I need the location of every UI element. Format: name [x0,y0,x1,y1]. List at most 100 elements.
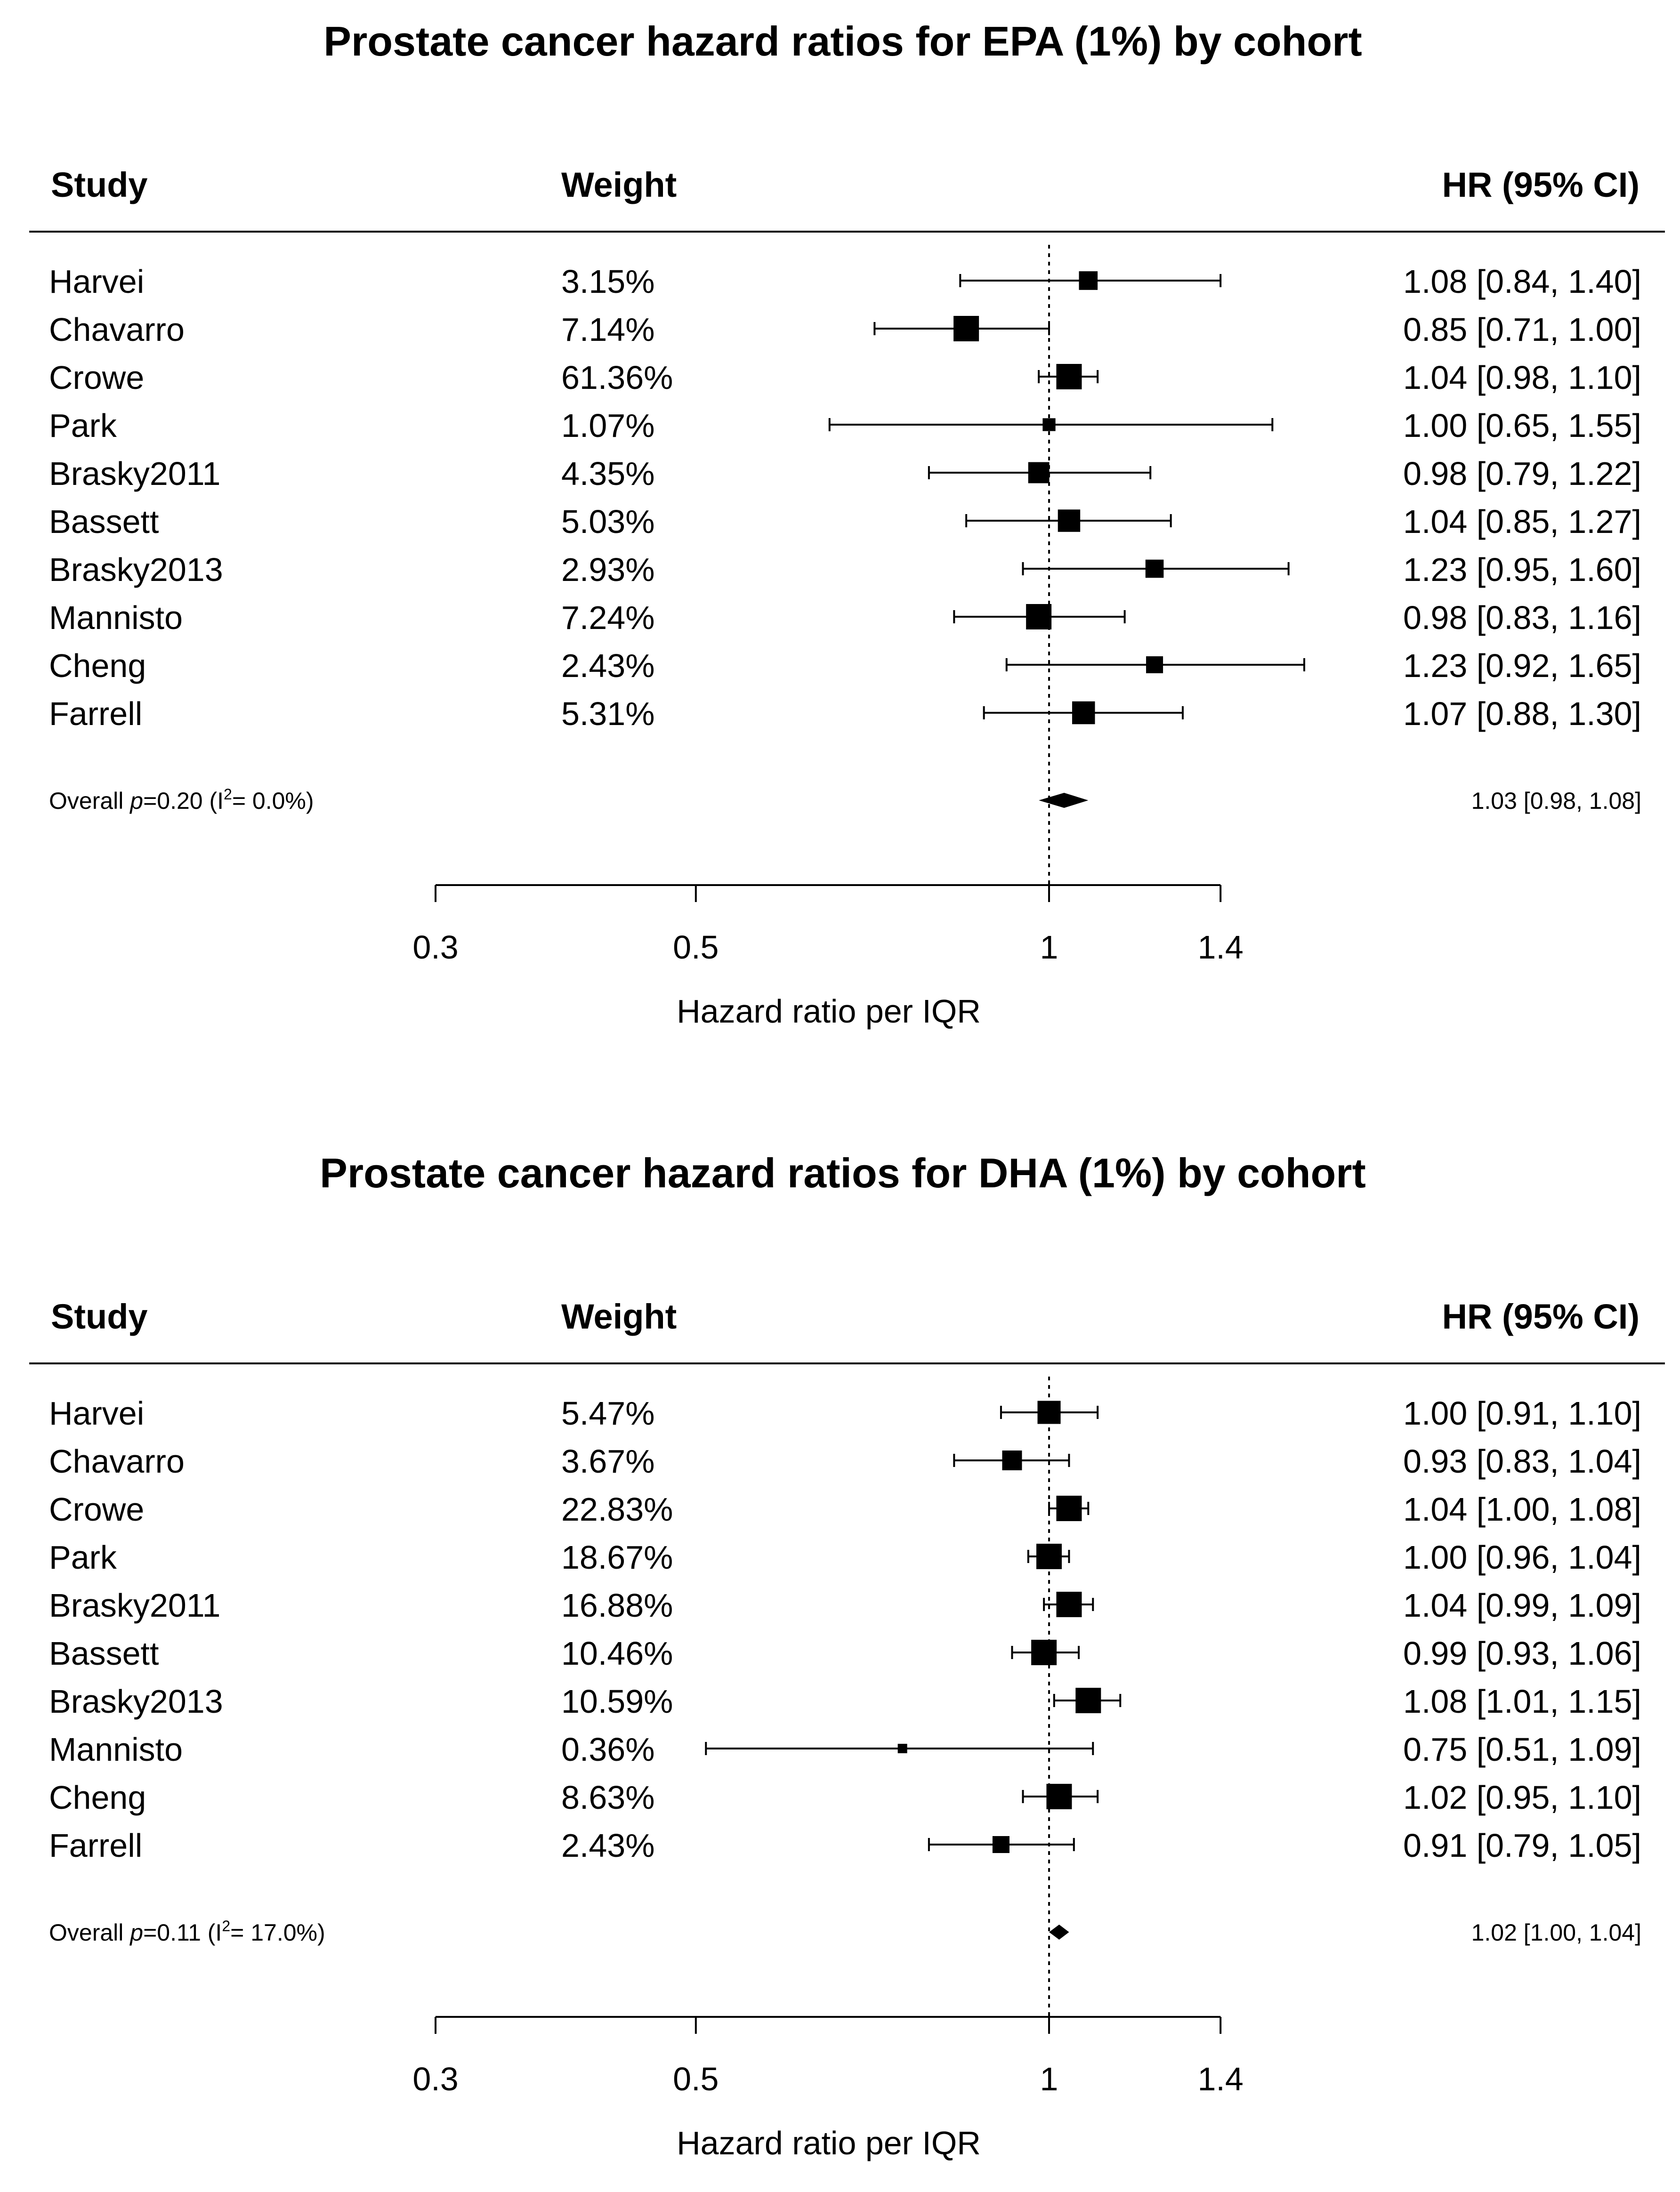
point-estimate-marker [1075,1688,1101,1713]
overall-i2-value: = 17.0% [230,1919,317,1946]
point-estimate-marker [1056,364,1082,389]
overall-row: Overall p=0.11 (I2= 17.0%) 1.02 [1.00, 1.… [49,1918,1641,1946]
study-row: Mannisto 7.24% 0.98 [0.83, 1.16] [49,599,1641,636]
study-weight: 18.67% [561,1539,673,1576]
study-name: Brasky2011 [49,1587,220,1624]
x-tick-label: 1.4 [1197,929,1243,966]
study-weight: 7.14% [561,311,654,348]
point-estimate-marker [1036,1544,1062,1569]
overall-p-value: =0.11 [143,1919,201,1946]
study-name: Park [49,1539,117,1576]
study-name: Brasky2013 [49,551,223,588]
study-name: Bassett [49,503,159,540]
hr-ci-label: 0.91 [0.79, 1.05] [1403,1827,1641,1864]
hr-ci-label: 1.08 [1.01, 1.15] [1403,1683,1641,1720]
overall-stats: Overall p=0.11 (I2= 17.0%) [49,1918,325,1946]
point-estimate-marker [1037,1401,1061,1424]
study-row: Brasky2011 4.35% 0.98 [0.79, 1.22] [49,455,1641,492]
study-weight: 10.46% [561,1635,673,1672]
column-header-study: Study [51,1297,148,1336]
column-header-weight: Weight [561,1297,677,1336]
study-weight: 4.35% [561,455,654,492]
study-weight: 5.47% [561,1395,654,1432]
study-weight: 0.36% [561,1731,654,1768]
study-weight: 16.88% [561,1587,673,1624]
hr-ci-label: 1.08 [0.84, 1.40] [1403,263,1641,300]
study-name: Brasky2013 [49,1683,223,1720]
hr-ci-label: 1.02 [0.95, 1.10] [1403,1779,1641,1816]
i-squared-superscript: 2 [224,786,232,803]
hr-ci-label: 1.04 [0.98, 1.10] [1403,359,1641,396]
study-row: Harvei 5.47% 1.00 [0.91, 1.10] [49,1395,1641,1432]
x-axis-title: Hazard ratio per IQR [677,2125,981,2161]
study-weight: 1.07% [561,407,654,444]
chart-title: Prostate cancer hazard ratios for EPA (1… [323,18,1362,64]
overall-stats: Overall p=0.20 (I2= 0.0%) [49,786,314,814]
chart-title: Prostate cancer hazard ratios for DHA (1… [320,1150,1366,1196]
hr-ci-label: 0.98 [0.83, 1.16] [1403,599,1641,636]
p-symbol: p [129,788,143,814]
hr-ci-label: 1.00 [0.65, 1.55] [1403,407,1641,444]
study-weight: 61.36% [561,359,673,396]
hr-ci-label: 1.00 [0.91, 1.10] [1403,1395,1641,1432]
point-estimate-marker [1056,1592,1082,1617]
study-weight: 5.31% [561,695,654,732]
study-name: Chavarro [49,1443,185,1480]
study-row: Brasky2013 10.59% 1.08 [1.01, 1.15] [49,1683,1641,1720]
study-row: Bassett 10.46% 0.99 [0.93, 1.06] [49,1635,1641,1672]
study-name: Cheng [49,647,146,684]
overall-diamond [1049,1925,1069,1940]
hr-ci-label: 0.98 [0.79, 1.22] [1403,455,1641,492]
column-header-hr: HR (95% CI) [1442,165,1640,204]
study-name: Brasky2011 [49,455,220,492]
hr-ci-label: 0.93 [0.83, 1.04] [1403,1443,1641,1480]
column-header-weight: Weight [561,165,677,204]
study-weight: 2.43% [561,1827,654,1864]
study-row: Brasky2013 2.93% 1.23 [0.95, 1.60] [49,551,1641,588]
study-name: Mannisto [49,1731,183,1768]
point-estimate-marker [1046,1784,1072,1809]
epa-forest-panel: Prostate cancer hazard ratios for EPA (1… [29,18,1665,1030]
overall-diamond [1039,793,1089,808]
point-estimate-marker [1031,1640,1057,1665]
overall-hr-label: 1.02 [1.00, 1.04] [1471,1919,1641,1946]
study-name: Chavarro [49,311,185,348]
study-name: Bassett [49,1635,159,1672]
point-estimate-marker [953,316,979,341]
p-symbol: p [129,1919,143,1946]
study-row: Park 1.07% 1.00 [0.65, 1.55] [49,407,1641,444]
x-tick-label: 0.5 [673,929,719,966]
study-row: Brasky2011 16.88% 1.04 [0.99, 1.09] [49,1587,1641,1624]
study-weight: 5.03% [561,503,654,540]
hr-ci-label: 0.85 [0.71, 1.00] [1403,311,1641,348]
study-row: Farrell 2.43% 0.91 [0.79, 1.05] [49,1827,1641,1864]
point-estimate-marker [992,1836,1010,1854]
study-row: Bassett 5.03% 1.04 [0.85, 1.27] [49,503,1641,540]
hr-ci-label: 1.04 [0.85, 1.27] [1403,503,1641,540]
study-name: Park [49,407,117,444]
study-weight: 3.67% [561,1443,654,1480]
study-name: Crowe [49,359,144,396]
column-header-study: Study [51,165,148,204]
x-tick-label: 1 [1040,2061,1058,2097]
hr-ci-label: 1.23 [0.95, 1.60] [1403,551,1641,588]
study-row: Cheng 2.43% 1.23 [0.92, 1.65] [49,647,1641,684]
point-estimate-marker [1145,559,1164,578]
overall-row: Overall p=0.20 (I2= 0.0%) 1.03 [0.98, 1.0… [49,786,1641,814]
study-row: Chavarro 7.14% 0.85 [0.71, 1.00] [49,311,1641,348]
hr-ci-label: 1.23 [0.92, 1.65] [1403,647,1641,684]
study-row: Crowe 61.36% 1.04 [0.98, 1.10] [49,359,1641,396]
study-weight: 8.63% [561,1779,654,1816]
study-name: Farrell [49,695,142,732]
x-tick-label: 0.5 [673,2061,719,2097]
hr-ci-label: 1.04 [1.00, 1.08] [1403,1491,1641,1528]
overall-p-value: =0.20 [143,788,203,814]
study-row: Farrell 5.31% 1.07 [0.88, 1.30] [49,695,1641,732]
point-estimate-marker [1002,1451,1022,1470]
column-header-hr: HR (95% CI) [1442,1297,1640,1336]
point-estimate-marker [1028,462,1050,484]
study-name: Cheng [49,1779,146,1816]
x-tick-label: 0.3 [412,2061,458,2097]
study-weight: 10.59% [561,1683,673,1720]
